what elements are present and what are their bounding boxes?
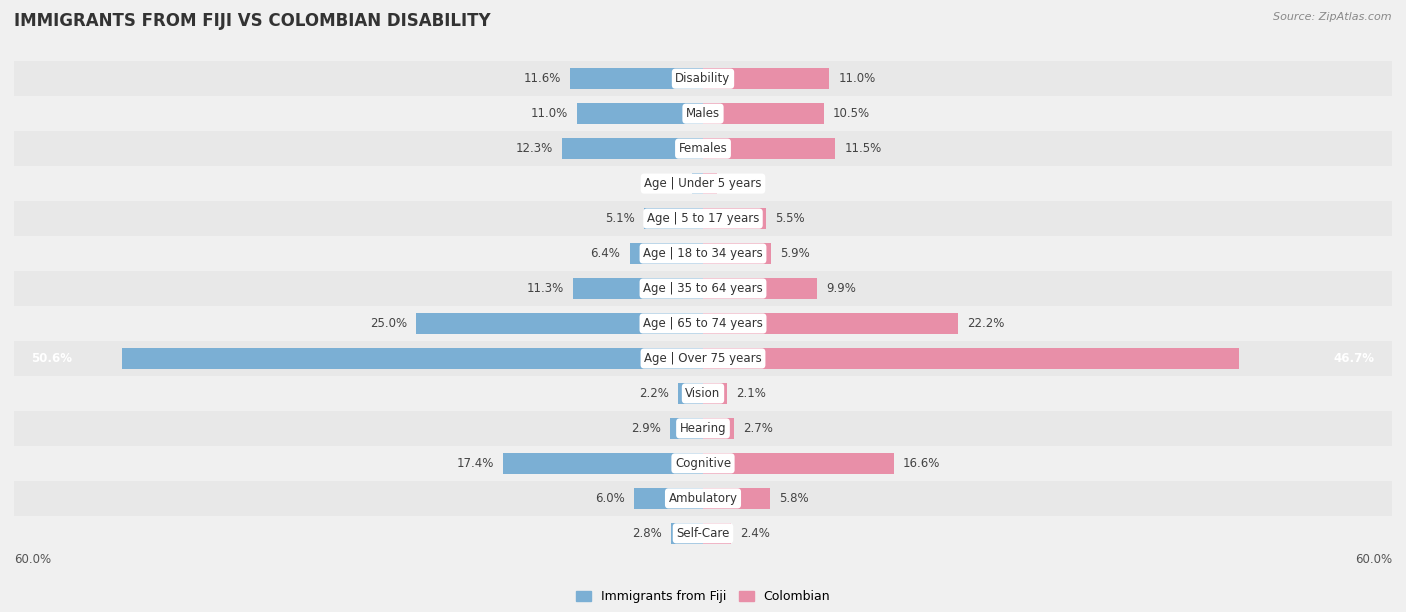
Text: Cognitive: Cognitive [675, 457, 731, 470]
Bar [14, 446, 1392, 481]
Text: 9.9%: 9.9% [825, 282, 856, 295]
Text: Ambulatory: Ambulatory [668, 492, 738, 505]
Bar [14, 131, 1392, 166]
Text: 6.4%: 6.4% [591, 247, 620, 260]
Text: 6.0%: 6.0% [595, 492, 624, 505]
Bar [703, 383, 727, 404]
Bar [416, 313, 703, 334]
Bar [576, 103, 703, 124]
Text: Self-Care: Self-Care [676, 527, 730, 540]
Bar [703, 488, 769, 509]
Bar [703, 243, 770, 264]
Text: 11.5%: 11.5% [844, 142, 882, 155]
Bar [630, 243, 703, 264]
Bar [678, 383, 703, 404]
Bar [703, 208, 766, 229]
Bar [14, 271, 1392, 306]
Text: Disability: Disability [675, 72, 731, 85]
Bar [562, 138, 703, 159]
Bar [14, 516, 1392, 551]
Bar [703, 523, 731, 544]
Text: 5.1%: 5.1% [606, 212, 636, 225]
Text: IMMIGRANTS FROM FIJI VS COLOMBIAN DISABILITY: IMMIGRANTS FROM FIJI VS COLOMBIAN DISABI… [14, 12, 491, 30]
Text: 2.7%: 2.7% [744, 422, 773, 435]
Bar [644, 208, 703, 229]
Bar [703, 348, 1239, 369]
Text: Females: Females [679, 142, 727, 155]
Text: 12.3%: 12.3% [516, 142, 553, 155]
Bar [122, 348, 703, 369]
Bar [703, 453, 894, 474]
Text: 0.92%: 0.92% [645, 177, 683, 190]
Bar [669, 418, 703, 439]
Bar [14, 166, 1392, 201]
Text: 22.2%: 22.2% [967, 317, 1004, 330]
Text: 2.2%: 2.2% [638, 387, 669, 400]
Text: Age | 5 to 17 years: Age | 5 to 17 years [647, 212, 759, 225]
Text: Vision: Vision [685, 387, 721, 400]
Text: 11.0%: 11.0% [530, 107, 568, 120]
Text: 16.6%: 16.6% [903, 457, 941, 470]
Text: Males: Males [686, 107, 720, 120]
Text: 25.0%: 25.0% [370, 317, 406, 330]
Text: Source: ZipAtlas.com: Source: ZipAtlas.com [1274, 12, 1392, 22]
Text: Age | 35 to 64 years: Age | 35 to 64 years [643, 282, 763, 295]
Text: 1.2%: 1.2% [725, 177, 756, 190]
Text: Age | 18 to 34 years: Age | 18 to 34 years [643, 247, 763, 260]
Text: 2.1%: 2.1% [737, 387, 766, 400]
Text: 60.0%: 60.0% [1355, 553, 1392, 565]
Bar [14, 61, 1392, 96]
Text: 5.9%: 5.9% [780, 247, 810, 260]
Bar [703, 418, 734, 439]
Text: 10.5%: 10.5% [832, 107, 870, 120]
Text: 50.6%: 50.6% [31, 352, 72, 365]
Bar [503, 453, 703, 474]
Text: 17.4%: 17.4% [457, 457, 494, 470]
Text: 46.7%: 46.7% [1334, 352, 1375, 365]
Bar [14, 481, 1392, 516]
Text: 11.3%: 11.3% [527, 282, 564, 295]
Bar [703, 173, 717, 194]
Bar [14, 376, 1392, 411]
Bar [14, 306, 1392, 341]
Bar [703, 103, 824, 124]
Text: 5.5%: 5.5% [775, 212, 806, 225]
Text: 2.4%: 2.4% [740, 527, 769, 540]
Text: 60.0%: 60.0% [14, 553, 51, 565]
Text: Age | Under 5 years: Age | Under 5 years [644, 177, 762, 190]
Bar [671, 523, 703, 544]
Bar [703, 138, 835, 159]
Bar [14, 236, 1392, 271]
Bar [14, 411, 1392, 446]
Text: 11.0%: 11.0% [838, 72, 876, 85]
Bar [569, 68, 703, 89]
Text: 2.8%: 2.8% [631, 527, 662, 540]
Text: Age | Over 75 years: Age | Over 75 years [644, 352, 762, 365]
Bar [634, 488, 703, 509]
Text: Hearing: Hearing [679, 422, 727, 435]
Text: Age | 65 to 74 years: Age | 65 to 74 years [643, 317, 763, 330]
Text: 5.8%: 5.8% [779, 492, 808, 505]
Text: 2.9%: 2.9% [631, 422, 661, 435]
Bar [692, 173, 703, 194]
Bar [703, 313, 957, 334]
Bar [574, 278, 703, 299]
Bar [14, 96, 1392, 131]
Text: 11.6%: 11.6% [523, 72, 561, 85]
Bar [14, 341, 1392, 376]
Legend: Immigrants from Fiji, Colombian: Immigrants from Fiji, Colombian [571, 585, 835, 608]
Bar [703, 68, 830, 89]
Bar [703, 278, 817, 299]
Bar [14, 201, 1392, 236]
